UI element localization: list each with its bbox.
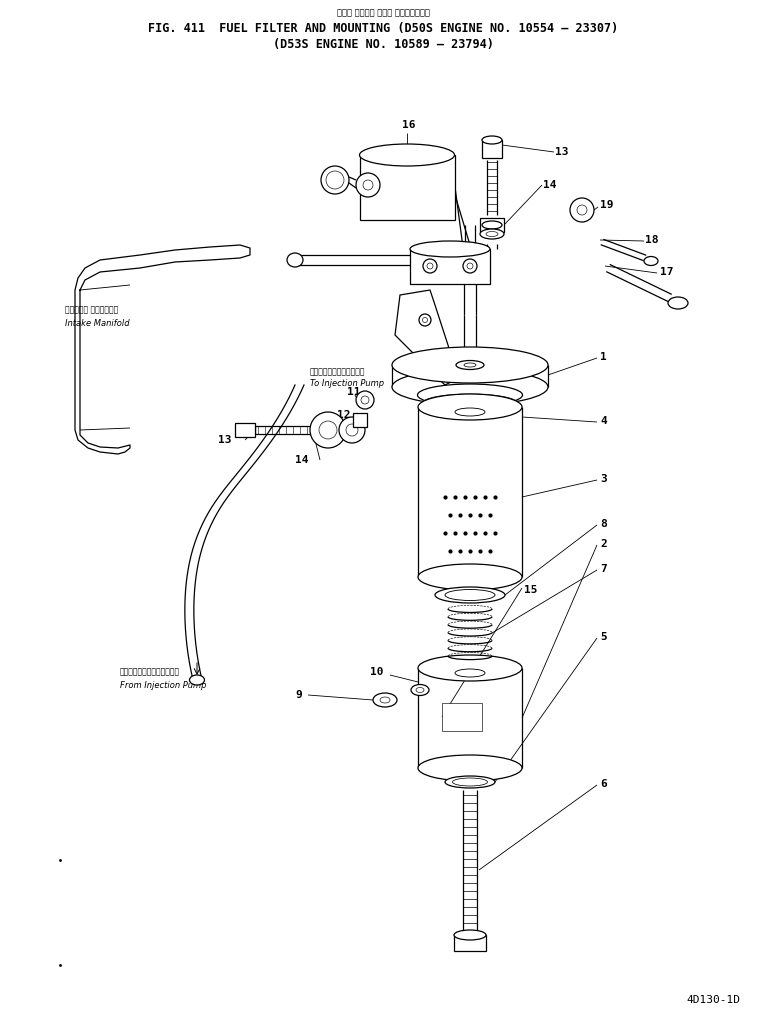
Text: インテーク マニホールド: インテーク マニホールド [65, 306, 118, 315]
Text: Intake Manifold: Intake Manifold [65, 319, 130, 327]
Ellipse shape [486, 231, 498, 236]
Bar [454, 935, 486, 951]
Bar [482, 140, 502, 158]
Circle shape [321, 166, 349, 194]
Text: FIG. 411  FUEL FILTER AND MOUNTING (D50S ENGINE NO. 10554 — 23307): FIG. 411 FUEL FILTER AND MOUNTING (D50S … [148, 22, 618, 35]
Ellipse shape [445, 776, 495, 788]
Circle shape [339, 417, 365, 443]
Text: 18: 18 [645, 235, 658, 245]
Circle shape [463, 259, 477, 273]
Text: 10: 10 [370, 667, 384, 677]
Text: To Injection Pump: To Injection Pump [310, 378, 384, 387]
Polygon shape [75, 245, 250, 454]
Circle shape [319, 421, 337, 439]
Circle shape [356, 173, 380, 197]
Ellipse shape [445, 590, 495, 600]
Ellipse shape [418, 655, 522, 681]
Bar [442, 703, 482, 731]
Text: From Injection Pump: From Injection Pump [120, 681, 207, 690]
Text: 15: 15 [524, 585, 537, 595]
Circle shape [427, 263, 433, 269]
Text: 4D130-1D: 4D130-1D [686, 995, 740, 1005]
Text: インジェクションポンプより: インジェクションポンプより [120, 667, 180, 677]
Ellipse shape [359, 144, 455, 166]
Circle shape [423, 318, 427, 322]
Text: 14: 14 [543, 180, 556, 190]
Ellipse shape [482, 221, 502, 229]
Circle shape [326, 171, 344, 189]
Ellipse shape [416, 688, 424, 693]
Ellipse shape [423, 394, 517, 412]
Ellipse shape [418, 394, 522, 420]
Text: 9: 9 [295, 690, 301, 700]
Ellipse shape [644, 257, 658, 266]
Ellipse shape [392, 347, 548, 383]
Ellipse shape [287, 253, 303, 267]
Bar [360, 155, 455, 220]
Text: 3: 3 [600, 474, 607, 484]
Text: 12: 12 [337, 410, 350, 420]
Circle shape [356, 391, 374, 409]
Text: 17: 17 [660, 267, 674, 277]
Ellipse shape [380, 697, 390, 703]
Text: 7: 7 [600, 564, 607, 574]
Text: 19: 19 [600, 200, 613, 210]
Ellipse shape [410, 242, 490, 257]
Ellipse shape [411, 685, 429, 696]
Bar [410, 249, 490, 284]
Ellipse shape [480, 229, 504, 239]
Ellipse shape [373, 693, 397, 707]
Circle shape [346, 424, 358, 436]
Circle shape [363, 180, 373, 190]
Bar [235, 423, 255, 437]
Text: フェル フィルタ および マウンティング: フェル フィルタ および マウンティング [336, 8, 430, 17]
Text: 13: 13 [555, 147, 568, 157]
Ellipse shape [464, 363, 476, 367]
Text: 4: 4 [600, 416, 607, 426]
Polygon shape [395, 290, 460, 385]
Text: 11: 11 [347, 387, 360, 397]
Ellipse shape [668, 297, 688, 309]
Ellipse shape [417, 384, 523, 406]
Circle shape [361, 396, 369, 404]
Bar [480, 218, 504, 232]
Ellipse shape [452, 777, 488, 786]
Text: 2: 2 [600, 539, 607, 549]
Circle shape [423, 259, 437, 273]
Text: 16: 16 [402, 120, 416, 130]
Ellipse shape [418, 755, 522, 781]
Circle shape [419, 314, 431, 326]
Text: (D53S ENGINE NO. 10589 — 23794): (D53S ENGINE NO. 10589 — 23794) [272, 38, 494, 51]
Text: 14: 14 [295, 455, 308, 465]
Circle shape [467, 263, 473, 269]
Ellipse shape [435, 587, 505, 603]
Text: 8: 8 [600, 519, 607, 529]
Ellipse shape [482, 136, 502, 144]
Circle shape [577, 205, 587, 215]
Bar [353, 413, 367, 427]
Ellipse shape [456, 361, 484, 370]
Text: 5: 5 [600, 632, 607, 642]
Ellipse shape [418, 564, 522, 590]
Circle shape [310, 412, 346, 448]
Text: 1: 1 [600, 352, 607, 362]
Ellipse shape [392, 369, 548, 405]
Ellipse shape [454, 930, 486, 940]
Ellipse shape [455, 408, 485, 416]
Text: 13: 13 [218, 435, 231, 445]
Ellipse shape [455, 669, 485, 677]
Circle shape [570, 198, 594, 222]
Text: インジェクションポンプへ: インジェクションポンプへ [310, 368, 365, 376]
Ellipse shape [189, 675, 204, 685]
Text: 6: 6 [600, 779, 607, 789]
